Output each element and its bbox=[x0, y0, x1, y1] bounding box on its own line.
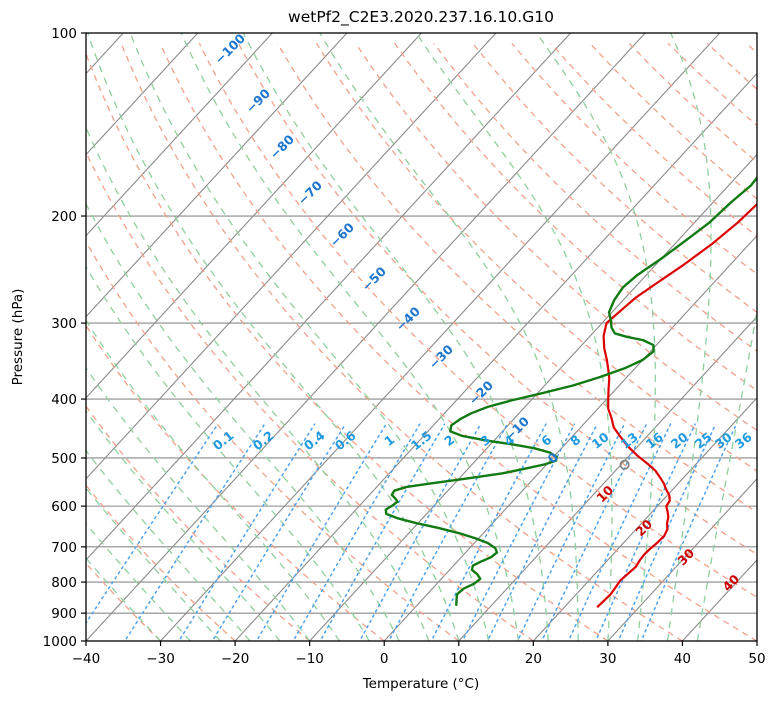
isotherm-line bbox=[607, 478, 757, 641]
x-tick-label: 10 bbox=[450, 651, 467, 667]
dry-adiabat-line bbox=[159, 43, 757, 641]
isotherm-line bbox=[86, 33, 199, 156]
moist-adiabat-line bbox=[415, 33, 613, 641]
dry-adiabat-line bbox=[472, 42, 757, 314]
dry-adiabat-line bbox=[394, 43, 757, 392]
y-axis-label: Pressure (hPa) bbox=[10, 289, 26, 386]
sounding-temperature-curve bbox=[596, 202, 757, 608]
y-tick-label: 400 bbox=[51, 392, 77, 408]
moist-adiabat-line bbox=[86, 366, 311, 641]
y-tick-label: 700 bbox=[51, 540, 77, 556]
x-axis-label: Temperature (°C) bbox=[362, 676, 480, 692]
isotherm-line bbox=[160, 33, 721, 641]
dry-adiabat-line bbox=[86, 240, 460, 641]
page-title: wetPf2_C2E3.2020.237.16.10.G10 bbox=[288, 8, 554, 27]
moist-adiabat-line bbox=[242, 33, 549, 641]
x-tick-label: −30 bbox=[146, 651, 175, 667]
y-tick-label: 100 bbox=[51, 26, 77, 42]
dry-adiabat-line bbox=[120, 43, 683, 641]
mixing-ratio-line bbox=[358, 423, 482, 641]
moist-adiabat-line bbox=[86, 486, 221, 641]
dry-adiabat-line bbox=[86, 51, 609, 641]
dry-adiabat-line bbox=[198, 43, 757, 599]
sounding-markers bbox=[619, 459, 630, 470]
x-tick-label: −10 bbox=[295, 651, 324, 667]
isotherm-line bbox=[234, 72, 757, 641]
isotherm-line bbox=[86, 33, 497, 480]
mixing-ratio-line bbox=[211, 423, 347, 641]
sounding-curves bbox=[384, 175, 757, 608]
moist-adiabat-line bbox=[87, 33, 460, 641]
moist-adiabat-line bbox=[86, 265, 370, 641]
plot-area bbox=[85, 32, 758, 642]
x-tick-label: −20 bbox=[221, 651, 250, 667]
plot-border bbox=[85, 32, 758, 642]
moist-adiabat-line bbox=[696, 306, 757, 641]
moist-adiabat-line bbox=[86, 125, 430, 641]
x-tick-label: 20 bbox=[525, 651, 542, 667]
moist-adiabat-line bbox=[86, 522, 191, 641]
dry-adiabat-line bbox=[355, 43, 757, 432]
mixing-ratio-line bbox=[319, 423, 446, 641]
moist-adiabat-line bbox=[129, 33, 490, 641]
mixing-ratio-line bbox=[86, 423, 219, 625]
y-tick-label: 200 bbox=[51, 209, 77, 225]
mixing-ratio-line bbox=[567, 423, 672, 641]
mixing-ratio-line bbox=[461, 423, 576, 641]
x-tick-label: 50 bbox=[748, 651, 765, 667]
dry-adiabat-line bbox=[86, 405, 311, 641]
y-tick-label: 900 bbox=[51, 606, 77, 622]
moist-adiabat-line bbox=[535, 33, 656, 641]
mixing-ratio-line bbox=[178, 423, 316, 641]
lcl-marker bbox=[619, 459, 630, 470]
y-tick-label: 1000 bbox=[43, 634, 77, 650]
isotherm-line bbox=[309, 153, 757, 641]
mixing-ratio-line bbox=[541, 423, 648, 641]
isotherm-line bbox=[86, 33, 572, 561]
mixing-ratio-line bbox=[516, 423, 626, 641]
background-gridlines bbox=[86, 33, 757, 641]
isotherm-line bbox=[86, 33, 273, 237]
x-tick-label: −40 bbox=[72, 651, 101, 667]
isotherm-line bbox=[532, 396, 757, 641]
y-tick-label: 300 bbox=[51, 316, 77, 332]
mixing-ratio-line bbox=[594, 423, 696, 641]
mixing-ratio-line bbox=[640, 423, 738, 641]
isotherm-line bbox=[86, 33, 422, 399]
dry-adiabat-line bbox=[86, 562, 162, 641]
mixing-ratio-line bbox=[430, 423, 547, 641]
mixing-ratio-line bbox=[486, 423, 598, 641]
y-tick-label: 800 bbox=[51, 575, 77, 591]
sounding-dewpoint-curve bbox=[384, 175, 757, 607]
moist-adiabat-line bbox=[666, 33, 712, 641]
x-tick-label: 0 bbox=[380, 651, 389, 667]
moist-adiabat-line bbox=[86, 449, 251, 641]
dry-adiabat-line bbox=[86, 324, 385, 641]
y-tick-label: 500 bbox=[51, 451, 77, 467]
y-tick-label: 600 bbox=[51, 499, 77, 515]
x-tick-label: 40 bbox=[674, 651, 691, 667]
mixing-ratio-line bbox=[255, 423, 387, 641]
dry-adiabat-line bbox=[276, 43, 757, 514]
moist-adiabat-line bbox=[180, 33, 520, 641]
mixing-ratio-line bbox=[617, 423, 717, 641]
moist-adiabat-line bbox=[319, 33, 579, 641]
moist-adiabat-line bbox=[86, 557, 162, 641]
x-tick-label: 30 bbox=[599, 651, 616, 667]
plot-background bbox=[86, 33, 757, 641]
isotherm-line bbox=[86, 33, 646, 641]
mixing-ratio-line bbox=[292, 423, 421, 641]
mixing-ratio-line bbox=[124, 423, 266, 641]
moist-adiabat-line bbox=[86, 409, 281, 641]
moist-adiabat-line bbox=[86, 319, 341, 641]
mixing-ratio-line bbox=[387, 423, 508, 641]
isotherm-line bbox=[86, 33, 348, 318]
